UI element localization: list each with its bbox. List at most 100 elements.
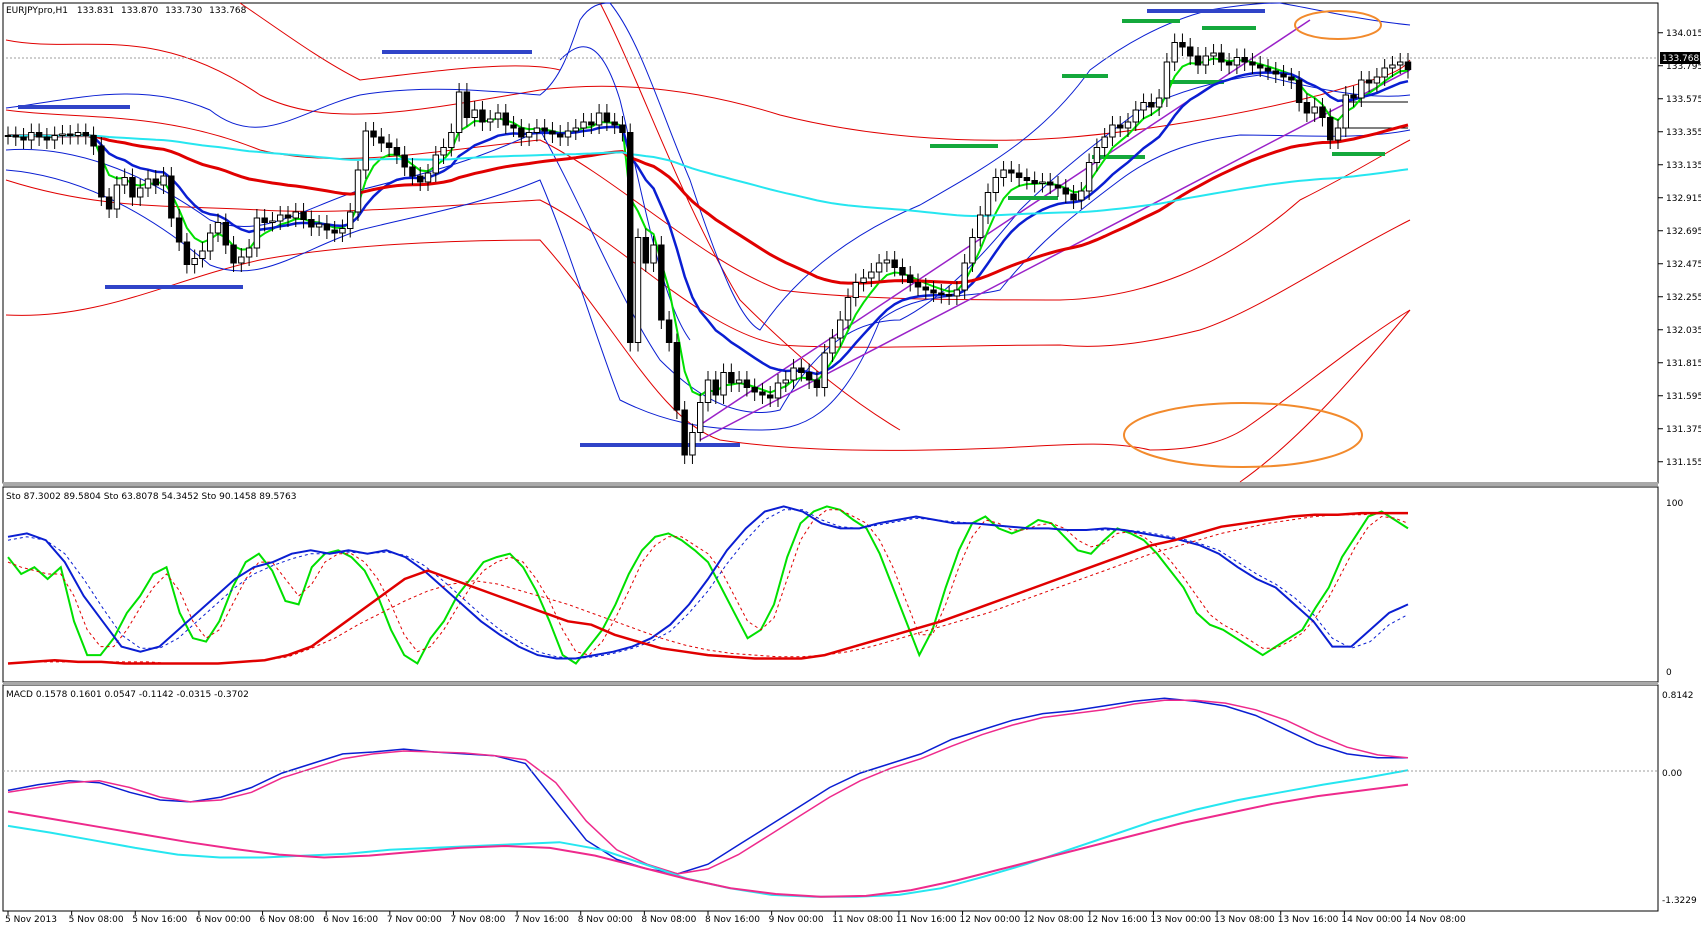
candle-body[interactable] <box>253 217 261 249</box>
candle-body[interactable] <box>300 211 307 220</box>
candle-body[interactable] <box>1264 67 1272 72</box>
candle-body[interactable] <box>74 132 82 136</box>
candle-body[interactable] <box>121 177 128 186</box>
candle-body[interactable] <box>393 147 401 156</box>
candle-body[interactable] <box>269 220 276 223</box>
candle-body[interactable] <box>315 223 323 228</box>
candle-body[interactable] <box>1218 52 1225 63</box>
candle-body[interactable] <box>634 237 642 343</box>
candle-body[interactable] <box>28 132 35 141</box>
candle-body[interactable] <box>1008 169 1015 174</box>
candle-body[interactable] <box>697 402 704 433</box>
candle-body[interactable] <box>1031 180 1038 184</box>
candle-body[interactable] <box>875 262 883 273</box>
candle-body[interactable] <box>207 232 214 252</box>
pane-separator[interactable] <box>3 682 1658 685</box>
candle-body[interactable] <box>409 166 416 177</box>
candle-body[interactable] <box>891 259 898 268</box>
candle-body[interactable] <box>860 277 867 283</box>
candle-body[interactable] <box>448 132 455 148</box>
candle-body[interactable] <box>868 271 875 279</box>
candle-body[interactable] <box>603 112 611 123</box>
candle-body[interactable] <box>277 214 284 222</box>
candle-body[interactable] <box>1202 55 1209 66</box>
candle-body[interactable] <box>98 145 105 198</box>
candle-body[interactable] <box>665 319 673 343</box>
candle-body[interactable] <box>977 214 984 238</box>
candle-body[interactable] <box>1015 172 1023 178</box>
candle-body[interactable] <box>43 136 51 141</box>
candle-body[interactable] <box>144 178 152 189</box>
candle-body[interactable] <box>930 289 937 294</box>
candle-body[interactable] <box>619 124 626 133</box>
candle-body[interactable] <box>1093 147 1101 163</box>
candle-body[interactable] <box>471 109 478 118</box>
candle-body[interactable] <box>199 250 206 259</box>
candle-body[interactable] <box>1365 79 1373 84</box>
candle-body[interactable] <box>90 135 97 147</box>
candle-body[interactable] <box>82 132 90 136</box>
candle-body[interactable] <box>580 121 587 129</box>
candle-body[interactable] <box>1350 94 1357 99</box>
candle-body[interactable] <box>798 367 805 373</box>
candle-body[interactable] <box>510 124 517 129</box>
candle-body[interactable] <box>347 211 354 229</box>
candle-body[interactable] <box>1397 61 1404 66</box>
candle-body[interactable] <box>440 147 447 156</box>
candle-body[interactable] <box>1272 70 1279 75</box>
candle-body[interactable] <box>735 379 743 384</box>
candle-body[interactable] <box>1117 124 1124 129</box>
candle-body[interactable] <box>805 372 813 381</box>
candle-body[interactable] <box>1249 61 1256 66</box>
candle-body[interactable] <box>129 177 136 198</box>
candle-body[interactable] <box>245 247 253 258</box>
candle-body[interactable] <box>1047 181 1054 186</box>
candle-body[interactable] <box>284 214 292 219</box>
candle-body[interactable] <box>1327 117 1334 141</box>
candle-body[interactable] <box>1303 102 1311 114</box>
candle-body[interactable] <box>1295 79 1303 103</box>
candle-body[interactable] <box>1039 181 1046 184</box>
candle-body[interactable] <box>564 130 572 138</box>
candle-body[interactable] <box>1124 121 1132 129</box>
candle-body[interactable] <box>774 382 782 399</box>
candle-body[interactable] <box>549 130 556 135</box>
candle-body[interactable] <box>938 292 945 295</box>
candle-body[interactable] <box>1194 55 1202 66</box>
candle-body[interactable] <box>689 432 696 456</box>
candle-body[interactable] <box>35 132 43 138</box>
candle-body[interactable] <box>650 244 657 264</box>
candle-body[interactable] <box>1233 57 1241 66</box>
candle-body[interactable] <box>362 130 369 171</box>
candle-body[interactable] <box>1241 57 1248 63</box>
candle-body[interactable] <box>323 223 331 231</box>
candle-body[interactable] <box>1140 102 1147 111</box>
candle-body[interactable] <box>1404 61 1412 70</box>
candle-body[interactable] <box>759 391 766 396</box>
candle-body[interactable] <box>59 133 66 136</box>
candle-body[interactable] <box>1381 67 1388 78</box>
candle-body[interactable] <box>479 109 486 123</box>
candle-body[interactable] <box>1389 64 1396 69</box>
candle-body[interactable] <box>152 178 160 186</box>
candle-body[interactable] <box>844 297 852 321</box>
candle-body[interactable] <box>953 289 961 297</box>
candle-body[interactable] <box>704 379 712 403</box>
candle-body[interactable] <box>1062 187 1069 195</box>
candle-body[interactable] <box>160 175 167 186</box>
candle-body[interactable] <box>308 219 315 228</box>
candlesticks[interactable] <box>4 33 1412 465</box>
candle-body[interactable] <box>813 379 821 388</box>
candle-body[interactable] <box>1085 162 1093 192</box>
candle-body[interactable] <box>572 127 579 132</box>
candle-body[interactable] <box>525 132 533 138</box>
candle-body[interactable] <box>1280 73 1287 78</box>
candle-body[interactable] <box>1225 61 1233 66</box>
candle-body[interactable] <box>922 286 929 291</box>
candle-body[interactable] <box>1257 64 1264 69</box>
candle-body[interactable] <box>292 211 299 219</box>
candle-body[interactable] <box>751 387 758 393</box>
candle-body[interactable] <box>533 127 541 133</box>
candle-body[interactable] <box>1358 79 1365 99</box>
